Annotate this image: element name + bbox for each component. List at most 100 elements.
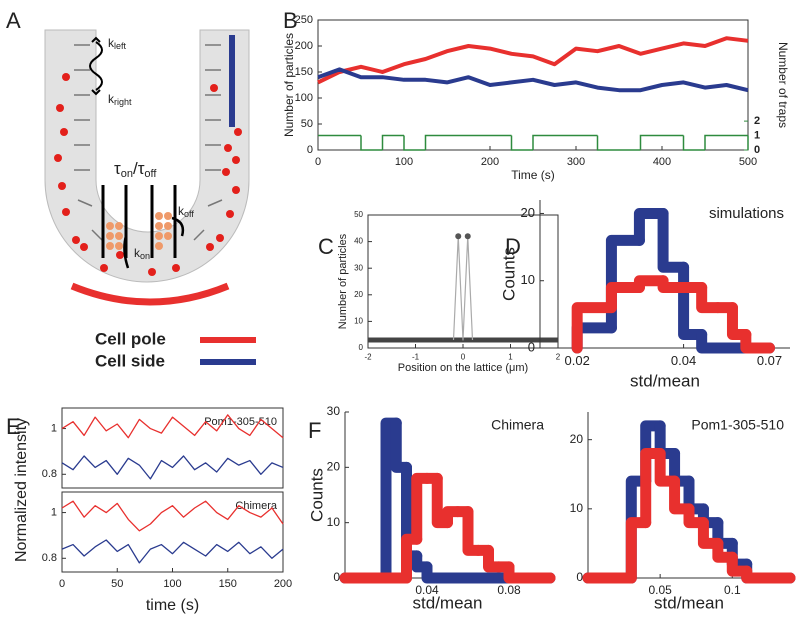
- lattice-sites: [74, 44, 223, 241]
- y-axis-label: Number of particles: [337, 233, 349, 329]
- step-segment: [403, 135, 426, 151]
- annotation: simulations: [709, 205, 784, 222]
- cell-outline: [44, 29, 250, 283]
- panel-letter: E: [6, 414, 21, 439]
- x-tick-label: 0.07: [757, 353, 782, 368]
- x-axis-label: time (s): [146, 597, 199, 614]
- chart: 0 10 20 30 40 50 -2 -1 0 1 2 C Number of particles Po…: [318, 210, 561, 374]
- y-tick-label: 20: [521, 205, 535, 220]
- y-tick-label: 1: [51, 506, 57, 518]
- rate-label: kleft: [108, 36, 127, 51]
- panel-letter: A: [6, 8, 21, 33]
- line-series: [317, 36, 749, 85]
- histogram-step: [633, 207, 669, 246]
- legend-label: Cell side: [95, 351, 165, 370]
- point: [464, 233, 471, 240]
- y-tick-label: 10: [521, 272, 535, 287]
- y-tick-label: 1: [51, 422, 57, 434]
- step-segment: [360, 135, 383, 151]
- annotation: Pom1-305-510: [691, 417, 784, 433]
- dwell-label: τon/τoff: [114, 159, 157, 179]
- line-series: [61, 455, 284, 480]
- histogram-step: [633, 275, 669, 293]
- y-tick-label: 200: [295, 40, 313, 52]
- x-tick-label: 0.05: [648, 583, 672, 597]
- line-series: [317, 67, 749, 93]
- point: [455, 233, 462, 240]
- panel-letter: F: [308, 418, 321, 443]
- traps: [101, 185, 177, 258]
- rate-label: kright: [108, 92, 132, 107]
- histogram-step: [657, 275, 690, 293]
- y-tick-label: 50: [354, 210, 363, 219]
- x-axis-label: Position on the lattice (μm): [398, 362, 528, 374]
- x-tick-label: 0.02: [565, 353, 590, 368]
- y-tick-label: 150: [295, 66, 313, 78]
- plot-frame: [317, 19, 749, 151]
- particles: [54, 73, 242, 276]
- y-tick-label: 30: [327, 404, 341, 418]
- arrow-heads: [91, 36, 101, 96]
- step-segment: [381, 134, 404, 150]
- y2-axis-label: Number of traps: [776, 42, 790, 128]
- cell-pole-bar: [70, 282, 230, 306]
- y-tick-label: 20: [570, 432, 584, 446]
- y-tick-label: 10: [570, 501, 584, 515]
- x-tick-label: 150: [219, 578, 237, 590]
- legend-label: Cell pole: [95, 329, 166, 348]
- bound-particles: [106, 212, 172, 250]
- y-tick-label: 10: [354, 317, 363, 326]
- chart: 0.8 1 0 50 100 150 200 time (s) Chimera: [42, 491, 292, 614]
- histogram-step: [390, 417, 412, 473]
- x-axis-label: std/mean: [630, 371, 700, 390]
- x-tick-label: 0: [315, 156, 321, 168]
- x-tick-label: 100: [395, 156, 413, 168]
- x-axis-label: Time (s): [511, 168, 555, 182]
- y-tick-label: 10: [327, 515, 341, 529]
- y2-tick-label: 1: [754, 129, 760, 141]
- y-tick-label: 20: [354, 290, 363, 299]
- x-tick-label: 0.04: [415, 583, 439, 597]
- line-series: [61, 539, 284, 564]
- annotation: Chimera: [235, 500, 277, 512]
- step-segment: [682, 135, 705, 151]
- x-tick-label: 0: [461, 352, 466, 361]
- y-tick-label: 0: [359, 343, 364, 352]
- histogram-step: [571, 302, 617, 354]
- y-axis-label: Number of particles: [282, 33, 296, 137]
- y-axis-label: Counts: [307, 468, 326, 522]
- x-tick-label: 2: [556, 352, 561, 361]
- x-tick-label: 300: [567, 156, 585, 168]
- y-tick-label: 50: [301, 118, 313, 130]
- chart: 0 10 20 30 0.04 0.08 F Counts std/mean Chimera: [307, 404, 556, 612]
- x-tick-label: 100: [163, 578, 181, 590]
- x-tick-label: 0.1: [724, 583, 741, 597]
- x-axis-label: std/mean: [654, 593, 724, 612]
- annotation: Pom1-305-510: [204, 416, 277, 428]
- histogram-step: [625, 517, 652, 584]
- y-tick-label: 20: [327, 460, 341, 474]
- binding-arrows: [123, 216, 185, 269]
- x-tick-label: 0: [59, 578, 65, 590]
- histogram-step: [605, 281, 645, 314]
- histogram-step: [411, 472, 433, 545]
- histogram-step: [462, 506, 484, 556]
- y-axis-label: Normalized intensity: [13, 418, 30, 562]
- x-tick-label: -2: [364, 352, 372, 361]
- y-tick-label: 40: [354, 237, 363, 246]
- step-segment: [596, 135, 619, 151]
- x-tick-label: 1: [508, 352, 513, 361]
- y-tick-label: 30: [354, 263, 363, 272]
- x-tick-label: 50: [111, 578, 123, 590]
- x-tick-label: -1: [412, 352, 420, 361]
- y2-tick-label: 0: [754, 144, 760, 156]
- step-segment: [532, 134, 555, 150]
- hop-arrow: [89, 41, 103, 91]
- legend-swatch: [200, 359, 256, 365]
- x-tick-label: 0.08: [497, 583, 521, 597]
- panel-letter: C: [318, 234, 334, 259]
